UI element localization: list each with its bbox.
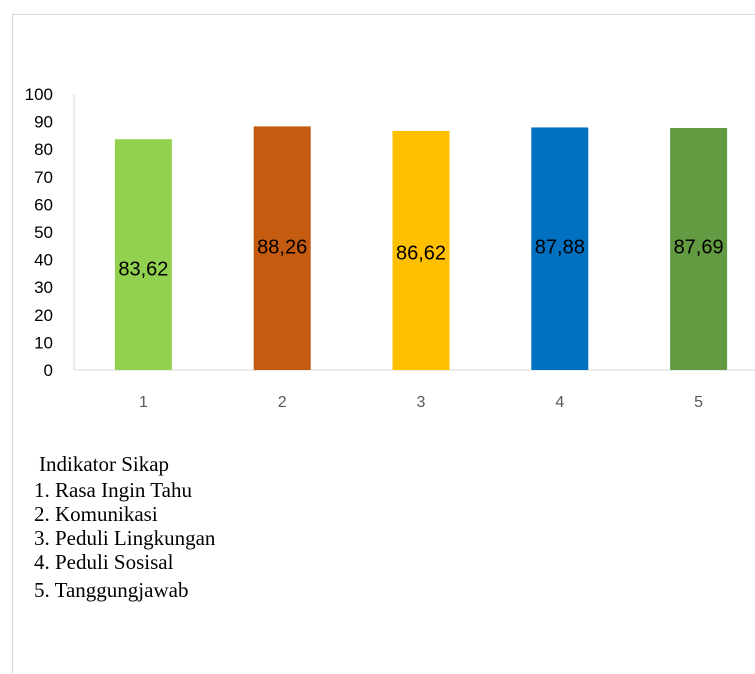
legend-title: Indikator Sikap <box>39 452 170 476</box>
y-tick-label: 10 <box>34 333 53 352</box>
bar-3 <box>392 130 450 370</box>
legend-item-5: 5. Tanggungjawab <box>34 578 189 602</box>
bar-2 <box>253 126 311 370</box>
y-tick-label: 40 <box>34 251 53 270</box>
x-tick-label: 1 <box>139 394 148 411</box>
x-tick-label: 2 <box>278 394 287 411</box>
x-tick-label: 3 <box>417 394 426 411</box>
y-tick-label: 30 <box>34 278 53 297</box>
data-label: 86,62 <box>396 243 446 265</box>
y-tick-label: 80 <box>34 140 53 159</box>
bar-4 <box>531 127 589 370</box>
data-label: 83,62 <box>118 259 168 281</box>
legend-item-4: 4. Peduli Sosisal <box>34 550 174 574</box>
x-tick-label: 5 <box>694 394 703 411</box>
y-tick-label: 90 <box>34 113 53 132</box>
y-tick-label: 20 <box>34 306 53 325</box>
y-tick-label: 50 <box>34 223 53 242</box>
bar-1 <box>114 139 172 370</box>
legend-item-3: 3. Peduli Lingkungan <box>34 526 216 550</box>
indicator-legend: Indikator Sikap 1. Rasa Ingin Tahu 2. Ko… <box>34 452 215 602</box>
legend-item-1: 1. Rasa Ingin Tahu <box>34 478 192 502</box>
y-tick-label: 100 <box>25 85 53 104</box>
x-tick-label: 4 <box>555 394 564 411</box>
bar-5 <box>670 127 728 370</box>
data-label: 88,26 <box>257 237 307 259</box>
y-tick-label: 60 <box>34 195 53 214</box>
y-axis-ticks: 0 10 20 30 40 50 60 70 80 90 100 <box>25 85 53 380</box>
chart-frame <box>12 14 755 674</box>
bars <box>114 126 728 370</box>
y-tick-label: 0 <box>44 361 53 380</box>
legend-item-2: 2. Komunikasi <box>34 502 158 526</box>
y-tick-label: 70 <box>34 168 53 187</box>
data-label: 87,88 <box>535 237 585 259</box>
x-axis-ticks: 1 2 3 4 5 <box>139 394 703 411</box>
data-labels: 83,62 88,26 86,62 87,88 87,69 <box>118 237 723 281</box>
data-label: 87,69 <box>674 237 724 259</box>
